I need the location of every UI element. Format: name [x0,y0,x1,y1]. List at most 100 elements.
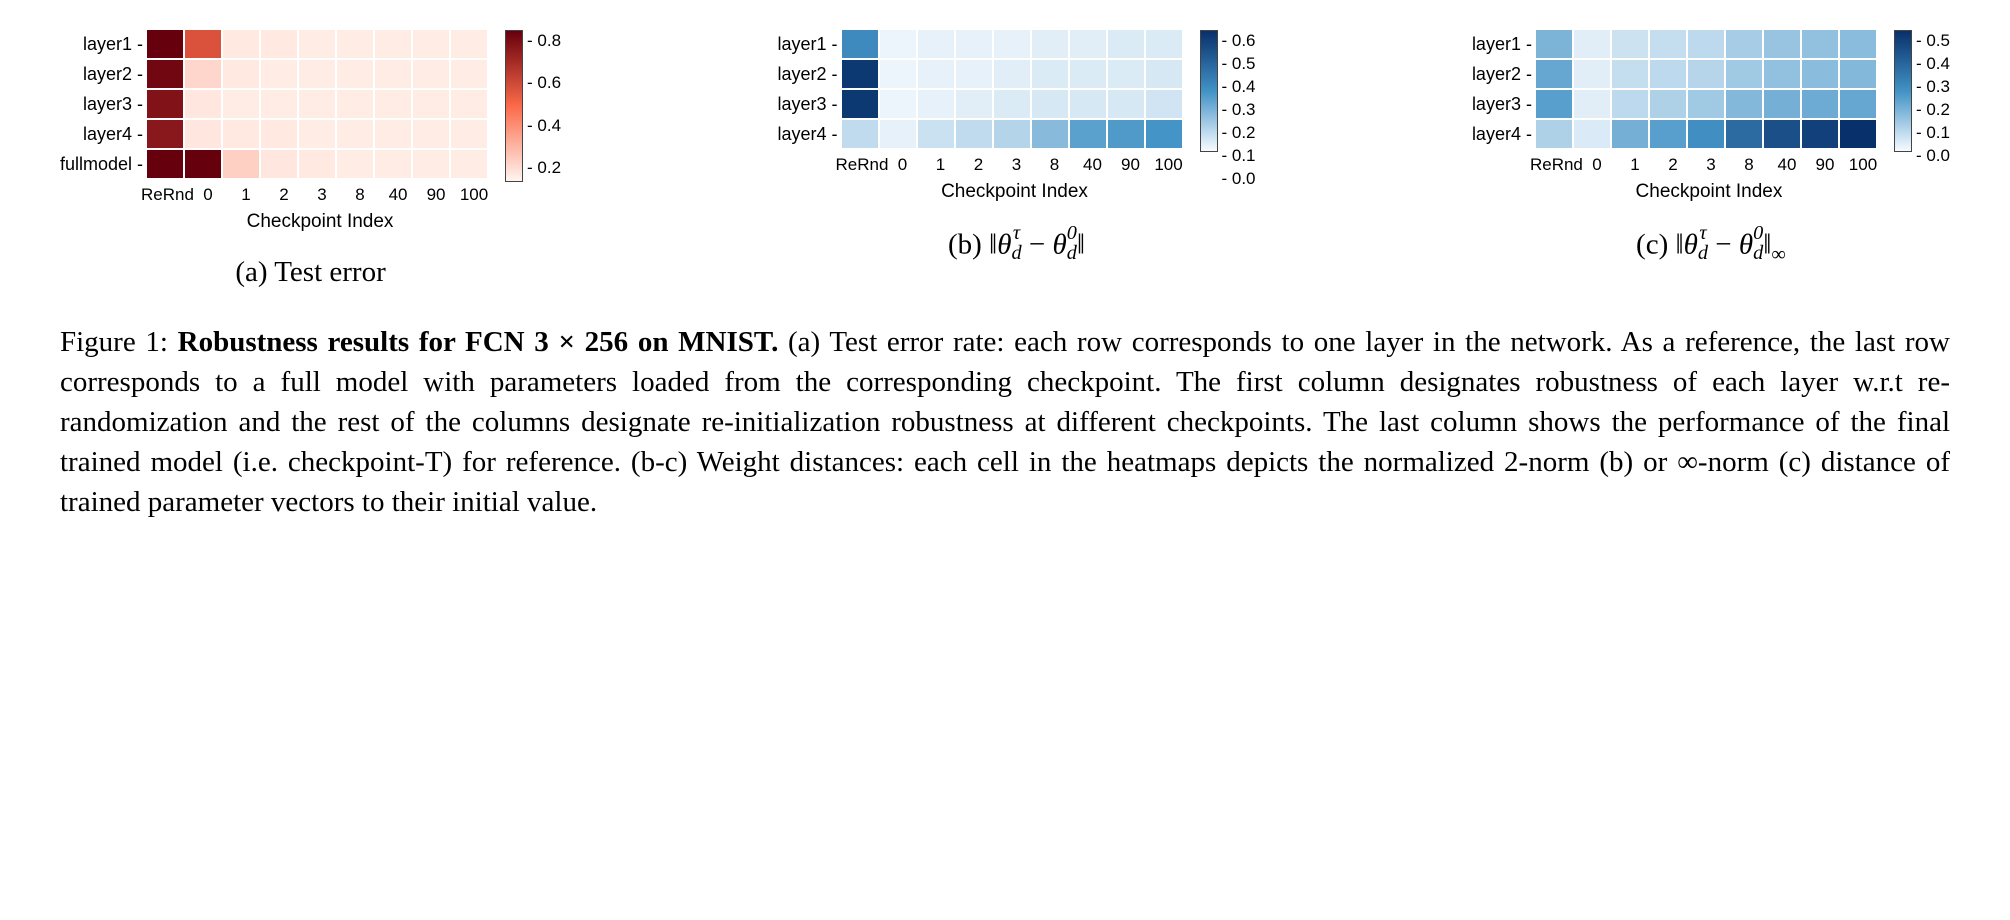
heatmap-cell [1726,120,1762,148]
colorbar-tick: - 0.6 [527,72,561,95]
row-label: fullmodel - [60,150,143,178]
xtick-label: 40 [379,184,417,207]
heatmap-cell [880,120,916,148]
heatmap-cell [1108,30,1144,58]
heatmap-cell [1840,120,1876,148]
heatmap-cell [994,60,1030,88]
heatmap-cell [223,60,259,88]
panel-a-ylabels: layer1 -layer2 -layer3 -layer4 -fullmode… [60,30,143,180]
heatmap-cell [451,30,487,58]
heatmap-cell [880,90,916,118]
panel-c-plot: layer1 -layer2 -layer3 -layer4 - ReRnd01… [1472,30,1950,205]
heatmap-cell [1032,60,1068,88]
xtick-label: 8 [341,184,379,207]
heatmap-cell [842,30,878,58]
colorbar-tick: - 0.8 [527,30,561,53]
heatmap-cell [1536,90,1572,118]
panel-c-subcaption: (c) ‖θτd − θ0d‖∞ [1636,223,1786,269]
panel-b-heatmap [842,30,1188,148]
xtick-label: 100 [1844,154,1882,177]
panel-c-colorbar: - 0.5- 0.4- 0.3- 0.2- 0.1- 0.0 [1894,30,1950,152]
heatmap-cell [1108,60,1144,88]
row-label: layer1 - [777,30,837,58]
panel-a-colorbar: - 0.8- 0.6- 0.4- 0.2 [505,30,561,182]
heatmap-cell [994,90,1030,118]
heatmap-cell [1688,60,1724,88]
panel-b-subcaption: (b) ‖θτd − θ0d‖ [948,223,1085,265]
heatmap-cell [1802,60,1838,88]
panel-b: layer1 -layer2 -layer3 -layer4 - ReRnd01… [777,30,1255,264]
colorbar-tick: - 0.3 [1916,76,1950,99]
heatmap-cell [994,30,1030,58]
colorbar-tick: - 0.1 [1916,122,1950,145]
xtick-label: 8 [1730,154,1768,177]
heatmap-cell [375,60,411,88]
xtick-label: ReRnd [1530,154,1578,177]
colorbar-tick: - 0.6 [1222,30,1256,53]
heatmap-cell [261,60,297,88]
figure-row: layer1 -layer2 -layer3 -layer4 - fullmode… [60,30,1950,292]
heatmap-cell [147,30,183,58]
heatmap-cell [261,30,297,58]
heatmap-cell [185,150,221,178]
xtick-label: 2 [960,154,998,177]
heatmap-cell [299,60,335,88]
heatmap-cell [1032,90,1068,118]
heatmap-cell [299,120,335,148]
heatmap-cell [223,120,259,148]
heatmap-cell [1840,30,1876,58]
heatmap-cell [1070,120,1106,148]
heatmap-cell [1536,30,1572,58]
heatmap-cell [1650,60,1686,88]
panel-c-xtitle: Checkpoint Index [1536,179,1882,205]
heatmap-cell [994,120,1030,148]
heatmap-cell [413,150,449,178]
heatmap-cell [451,60,487,88]
heatmap-cell [299,90,335,118]
heatmap-cell [1146,60,1182,88]
heatmap-cell [1146,120,1182,148]
heatmap-cell [1726,30,1762,58]
heatmap-cell [147,90,183,118]
heatmap-cell [223,150,259,178]
heatmap-cell [1764,120,1800,148]
colorbar-tick: - 0.2 [1916,99,1950,122]
heatmap-cell [147,60,183,88]
heatmap-cell [337,120,373,148]
heatmap-cell [261,150,297,178]
heatmap-cell [918,120,954,148]
heatmap-cell [1536,60,1572,88]
heatmap-cell [451,90,487,118]
panel-a-heatmap [147,30,493,178]
heatmap-cell [413,30,449,58]
heatmap-cell [1536,120,1572,148]
colorbar-tick: - 0.5 [1916,30,1950,53]
row-label: layer2 - [777,60,837,88]
heatmap-cell [1612,120,1648,148]
panel-b-ylabels: layer1 -layer2 -layer3 -layer4 - [777,30,837,150]
heatmap-cell [261,90,297,118]
xtick-label: 1 [922,154,960,177]
row-label: layer4 - [1472,120,1532,148]
heatmap-cell [1764,60,1800,88]
heatmap-cell [1612,60,1648,88]
xtick-label: 90 [1806,154,1844,177]
heatmap-cell [413,60,449,88]
heatmap-cell [1650,90,1686,118]
row-label: layer4 - [777,120,837,148]
heatmap-cell [1726,60,1762,88]
heatmap-cell [375,90,411,118]
heatmap-cell [1840,90,1876,118]
heatmap-cell [1688,90,1724,118]
heatmap-cell [1574,90,1610,118]
heatmap-cell [1070,90,1106,118]
row-label: layer2 - [1472,60,1532,88]
heatmap-cell [1688,30,1724,58]
xtick-label: 3 [1692,154,1730,177]
xtick-label: 40 [1768,154,1806,177]
panel-c-heatmap [1536,30,1882,148]
xtick-label: 1 [1616,154,1654,177]
panel-c-xlabels: ReRnd012384090100 [1536,154,1882,177]
xtick-label: 3 [998,154,1036,177]
heatmap-cell [842,60,878,88]
